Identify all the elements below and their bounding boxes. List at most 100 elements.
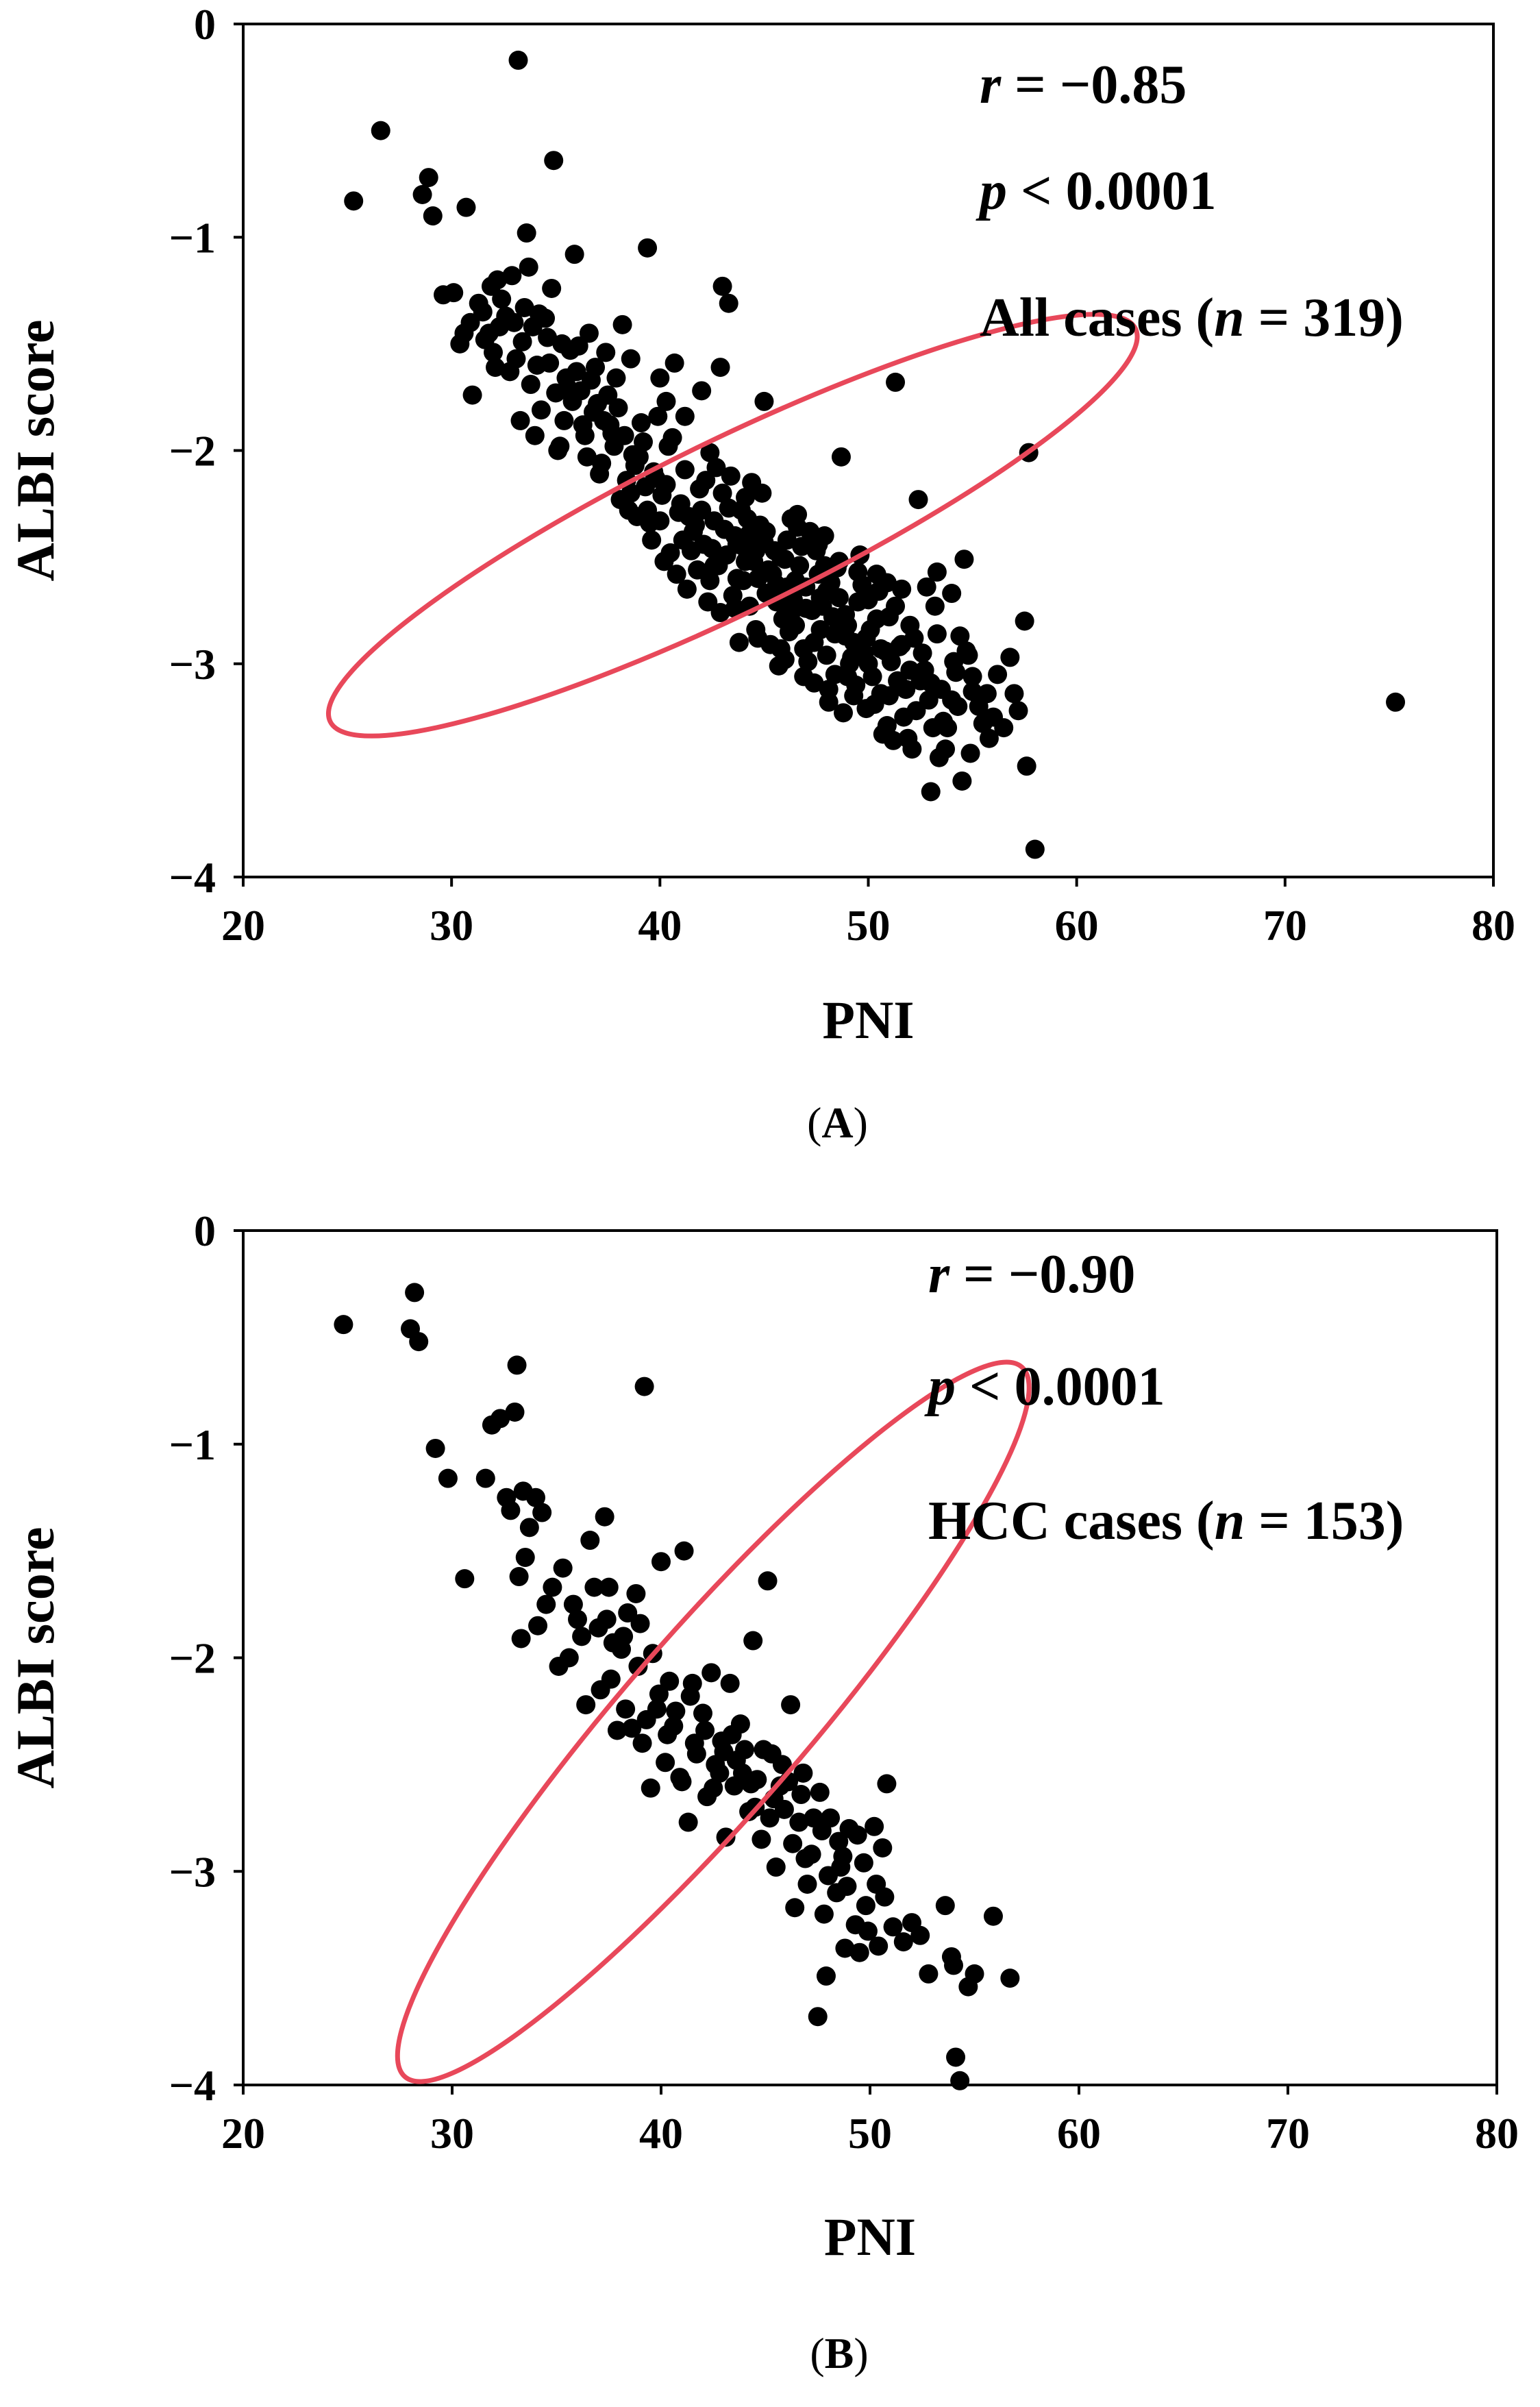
data-point	[656, 1753, 675, 1773]
data-point	[785, 1898, 805, 1918]
data-point	[597, 1609, 617, 1629]
data-point	[650, 368, 670, 388]
data-point	[1004, 684, 1024, 704]
data-point	[455, 1569, 475, 1589]
data-point	[921, 673, 941, 693]
data-point	[810, 1782, 830, 1802]
data-point	[512, 332, 532, 351]
y-tick-label: −2	[169, 1634, 216, 1683]
data-point	[962, 667, 982, 687]
data-point	[927, 562, 947, 582]
data-point	[849, 1942, 869, 1962]
data-point	[706, 458, 726, 478]
data-point	[837, 1877, 857, 1897]
data-point	[580, 1531, 600, 1551]
data-point	[835, 1938, 855, 1958]
data-point	[960, 743, 980, 763]
data-point	[836, 605, 856, 625]
data-point	[838, 667, 858, 687]
data-point	[912, 643, 932, 663]
data-point	[704, 1778, 723, 1798]
x-axis-title: PNI	[824, 2207, 916, 2267]
data-point	[727, 534, 747, 554]
x-axis-title: PNI	[822, 990, 914, 1050]
data-point	[475, 1468, 495, 1488]
data-point	[892, 579, 912, 599]
data-point	[425, 1438, 445, 1458]
x-tick-label: 20	[221, 2109, 265, 2158]
data-point	[678, 1812, 698, 1832]
data-point	[628, 1656, 648, 1676]
p-value-label: p < 0.0001	[976, 161, 1217, 221]
data-point	[656, 391, 676, 411]
data-point	[695, 1720, 715, 1740]
y-tick-label: −1	[169, 1420, 216, 1469]
data-point	[877, 1774, 897, 1794]
data-point	[798, 652, 818, 671]
data-point	[748, 628, 768, 648]
data-point	[886, 596, 906, 616]
data-point	[610, 490, 630, 510]
y-tick-label: 0	[194, 0, 216, 49]
data-point	[906, 701, 926, 721]
data-point	[650, 511, 670, 531]
data-point	[507, 1355, 527, 1375]
data-point	[946, 2047, 966, 2067]
data-point	[554, 410, 574, 430]
data-point	[669, 502, 688, 522]
data-point	[577, 447, 597, 467]
panel-label: (A)	[807, 1098, 868, 1147]
data-point	[560, 341, 580, 360]
data-point	[510, 410, 530, 430]
data-point	[871, 639, 891, 658]
x-tick-label: 30	[430, 2109, 474, 2158]
data-point	[842, 647, 862, 667]
x-tick-label: 60	[1057, 2109, 1101, 2158]
data-point	[795, 1849, 815, 1868]
y-tick-label: −2	[169, 427, 216, 476]
data-point	[475, 330, 495, 349]
data-point	[586, 358, 606, 378]
data-point	[481, 276, 501, 296]
data-point	[1015, 611, 1034, 631]
data-point	[788, 517, 808, 537]
data-point	[584, 1577, 604, 1597]
data-point	[775, 550, 795, 569]
data-point	[658, 1725, 678, 1744]
data-point	[833, 1847, 853, 1866]
data-point	[701, 1663, 721, 1683]
data-point	[517, 223, 536, 243]
x-tick-label: 40	[639, 2109, 683, 2158]
x-tick-label: 70	[1266, 2109, 1310, 2158]
data-point	[946, 663, 966, 682]
data-point	[405, 1283, 425, 1303]
data-point	[720, 1673, 740, 1693]
y-tick-label: −4	[169, 853, 216, 902]
data-point	[525, 425, 545, 445]
data-point	[409, 1332, 429, 1352]
data-point	[546, 383, 566, 403]
data-point	[902, 739, 922, 759]
data-point	[667, 565, 686, 584]
data-point	[526, 1488, 545, 1507]
data-point	[680, 1686, 700, 1706]
data-point	[867, 1874, 886, 1894]
panel-label: (B)	[810, 2329, 868, 2378]
data-point	[662, 428, 682, 447]
data-point	[540, 353, 560, 373]
y-tick-label: 0	[194, 1207, 216, 1255]
data-point	[563, 1594, 583, 1614]
data-point	[672, 1772, 692, 1792]
data-point	[543, 1577, 562, 1597]
data-point	[469, 293, 488, 313]
data-point	[579, 323, 599, 343]
data-point	[944, 1955, 963, 1975]
data-point	[550, 436, 570, 456]
data-point	[521, 375, 541, 395]
data-point	[865, 694, 884, 714]
data-point	[599, 1577, 619, 1597]
data-point	[791, 1785, 811, 1805]
group-label: All cases (n = 319)	[980, 288, 1404, 348]
data-point	[559, 1648, 579, 1668]
data-point	[692, 381, 712, 401]
